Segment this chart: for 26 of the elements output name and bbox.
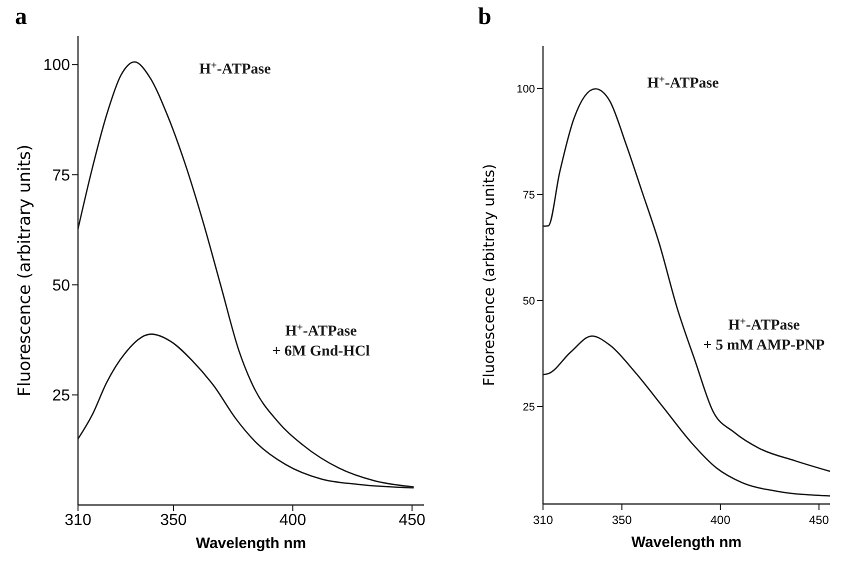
y-tick-label: 25 — [522, 401, 535, 414]
chart-title: a — [15, 4, 27, 30]
x-tick-label: 400 — [710, 513, 731, 527]
y-tick-label: 25 — [52, 388, 70, 405]
x-tick-label: 400 — [279, 512, 306, 529]
x-tick-label: 450 — [808, 513, 830, 527]
y-tick-label: 50 — [522, 295, 535, 308]
annotation: H$^{+}$-ATPase — [199, 60, 272, 78]
x-tick-label: 350 — [160, 512, 187, 529]
x-axis-title: Wavelength nm — [631, 534, 742, 551]
annotation: H$^{+}$-ATPase — [647, 74, 720, 92]
x-tick-label: 310 — [64, 512, 92, 529]
y-tick-label: 50 — [52, 277, 70, 294]
x-tick-label: 310 — [532, 513, 554, 527]
x-tick-label: 450 — [398, 512, 426, 529]
chart-title: b — [478, 4, 492, 30]
y-axis-title: Fluorescence (arbitrary units) — [15, 144, 35, 396]
y-tick-label: 100 — [43, 57, 70, 74]
x-axis-title: Wavelength nm — [196, 535, 306, 552]
annotation: H$^{+}$-ATPase + 5 mM AMP-PNP — [703, 316, 825, 354]
annotation: H$^{+}$-ATPase + 6M Gnd-HCl — [272, 322, 370, 360]
y-axis-title: Fluorescence (arbitrary units) — [480, 164, 498, 386]
y-tick-label: 100 — [516, 83, 535, 96]
y-tick-label: 75 — [522, 189, 535, 202]
y-tick-label: 75 — [52, 167, 70, 184]
x-tick-label: 350 — [612, 513, 632, 527]
